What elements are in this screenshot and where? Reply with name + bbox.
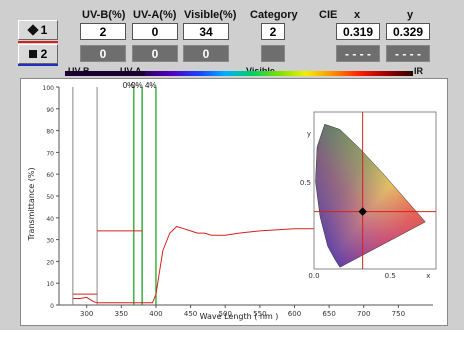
x-tick-label: 350	[115, 310, 128, 318]
y-tick-label: 50	[46, 194, 54, 201]
row2-uvb-field[interactable]: 0	[80, 45, 126, 62]
uvb-header: UV-B(%)	[82, 9, 126, 21]
chart-series	[72, 225, 427, 304]
y-tick-label: 30	[46, 238, 54, 245]
x-tick-label: 650	[322, 310, 335, 318]
x-tick-label: 500	[219, 310, 232, 318]
app-panel: UV-B(%) UV-A(%) Visible(%) Category CIE …	[0, 0, 464, 330]
y-tick-label: 60	[46, 172, 54, 179]
row1-y-field[interactable]: 0.329	[386, 23, 430, 40]
cie-diagram-overlay	[315, 123, 426, 268]
sample-2-button[interactable]: 2	[18, 44, 58, 64]
y-tick-label: 80	[46, 129, 54, 136]
row1-category-field[interactable]: 2	[261, 23, 285, 40]
sample-1-button[interactable]: 1	[18, 20, 58, 40]
row2-uva-field[interactable]: 0	[132, 45, 178, 62]
row1-visible-field[interactable]: 34	[183, 23, 229, 40]
row2-y-field[interactable]: - - - -	[386, 45, 430, 62]
cie-y-header: y	[407, 9, 414, 21]
transmittance-series-1	[72, 225, 427, 304]
row2-visible-field[interactable]: 0	[183, 45, 229, 62]
row1-uvb-field[interactable]: 2	[80, 23, 126, 40]
cie-inset: 0.0 0.5 x y 0.5	[300, 111, 437, 280]
uv-marker-label: 4%	[144, 81, 157, 90]
row1-color-line	[18, 41, 58, 43]
x-tick-label: 300	[80, 310, 93, 318]
row1-x-field[interactable]: 0.319	[336, 23, 380, 40]
y-axis-label: Transmittance (%)	[27, 167, 36, 241]
diamond-icon	[26, 24, 39, 36]
row2-category-field[interactable]	[261, 45, 285, 62]
cie-x-header: x	[354, 9, 361, 21]
uva-header: UV-A(%)	[133, 9, 177, 21]
y-tick-label: 70	[46, 150, 54, 157]
cie-header: CIE	[319, 9, 338, 21]
x-tick-label: 750	[392, 310, 405, 318]
uv-spectrum-bar	[65, 71, 145, 76]
x-axis-label: Wave Length ( nm )	[200, 312, 279, 321]
cie-x-tick-label: 0.5	[385, 272, 396, 280]
cie-x-tick-label: 0.0	[308, 272, 319, 280]
sample-2-label: 2	[40, 47, 48, 61]
cie-point-marker	[358, 207, 367, 216]
category-header: Category	[250, 9, 298, 21]
y-tick-label: 10	[46, 281, 54, 288]
visible-header: Visible(%)	[184, 9, 237, 21]
x-tick-label: 450	[184, 310, 197, 318]
y-tick-label: 100	[43, 85, 55, 92]
ir-region-label: IR	[414, 66, 423, 76]
y-tick-label: 20	[46, 259, 54, 266]
row1-uva-field[interactable]: 0	[132, 23, 178, 40]
chart-boundary-lines	[72, 87, 157, 305]
square-icon	[28, 50, 37, 58]
y-tick-label: 90	[46, 107, 54, 114]
row2-color-line	[18, 64, 58, 66]
uv-marker-label: 0%	[122, 81, 135, 90]
y-tick-label: 0	[50, 303, 54, 310]
x-tick-label: 700	[357, 310, 370, 318]
visible-spectrum-bar	[145, 71, 413, 76]
y-tick-label: 40	[46, 216, 54, 223]
chart-axes	[56, 86, 433, 308]
x-tick-label: 400	[149, 310, 162, 318]
row2-x-field[interactable]: - - - -	[336, 45, 380, 62]
cie-y-tick-label: y	[307, 130, 311, 138]
uv-marker-label: 0%	[131, 81, 143, 90]
sample-1-label: 1	[40, 23, 48, 37]
cie-x-tick-label: x	[426, 272, 430, 280]
x-tick-label: 600	[288, 310, 301, 318]
cie-y-tick-label: 0.5	[300, 179, 311, 187]
transmittance-chart-area: 100 90 80 70 60 50 40 30 20 10 0 300 350 400 450 500 550…	[20, 78, 448, 326]
x-tick-label: 550	[253, 310, 266, 318]
